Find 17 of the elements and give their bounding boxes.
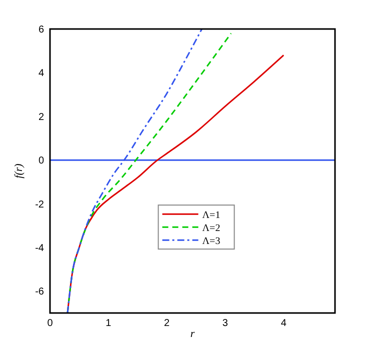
y-tick-label: -4 [35,242,44,254]
x-tick-label: 0 [47,318,54,329]
y-tick-label: -6 [35,286,44,298]
y-tick-label: -2 [35,199,44,210]
y-tick-label: 2 [38,112,44,123]
y-tick-label: 4 [38,68,44,80]
legend-label: Λ=1 [202,210,220,222]
legend-label: Λ=2 [202,223,220,234]
x-tick-label: 3 [222,318,228,329]
y-axis-title: f(r) [13,163,25,178]
x-tick-label: 1 [106,318,112,329]
x-tick-label: 4 [280,318,287,329]
legend-label: Λ=3 [202,236,220,248]
y-tick-label: 6 [38,24,44,36]
y-tick-label: 0 [38,156,44,167]
x-tick-label: 2 [164,318,170,329]
x-axis-title: r [190,328,196,340]
